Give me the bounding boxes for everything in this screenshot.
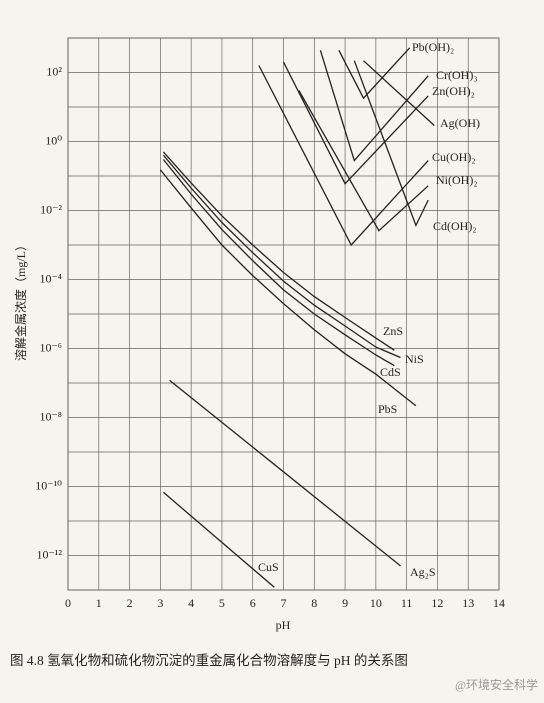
y-tick-label: 10⁻¹⁰ xyxy=(35,478,62,492)
series-label: Ni(OH)₂ xyxy=(436,173,478,187)
series-label: Ag(OH) xyxy=(440,116,480,130)
x-tick-label: 10 xyxy=(370,596,382,610)
x-tick-label: 5 xyxy=(219,596,225,610)
series-line xyxy=(162,154,401,359)
series-line xyxy=(363,60,435,126)
series-line xyxy=(162,159,395,367)
series-label: PbS xyxy=(378,402,397,416)
watermark: @环境安全科学 xyxy=(455,677,538,692)
series-line xyxy=(282,61,429,185)
series-label: NiS xyxy=(405,352,424,366)
series-line xyxy=(338,47,411,100)
y-tick-label: 10⁻¹² xyxy=(36,547,62,561)
series-label: Pb(OH)₂ xyxy=(412,40,454,54)
series-label: CuS xyxy=(258,560,279,574)
series-line xyxy=(298,90,429,232)
series-label: Cd(OH)₂ xyxy=(433,219,477,233)
caption: 图 4.8 氢氧化物和硫化物沉淀的重金属化合物溶解度与 pH 的关系图 xyxy=(10,653,408,668)
x-tick-label: 14 xyxy=(493,596,505,610)
x-tick-label: 2 xyxy=(127,596,133,610)
x-tick-label: 7 xyxy=(281,596,287,610)
x-tick-label: 1 xyxy=(96,596,102,610)
series-line xyxy=(162,491,275,588)
series-line xyxy=(353,60,429,228)
y-tick-label: 10⁻⁴ xyxy=(39,271,62,285)
series-label: ZnS xyxy=(383,324,403,338)
x-axis-label: pH xyxy=(276,618,291,632)
series-label: Cr(OH)₃ xyxy=(436,68,478,82)
x-tick-label: 8 xyxy=(311,596,317,610)
y-tick-label: 10⁻⁶ xyxy=(39,340,62,354)
x-tick-label: 3 xyxy=(157,596,163,610)
series-label: Cu(OH)₂ xyxy=(432,150,476,164)
series-label: Zn(OH)₂ xyxy=(432,84,475,98)
x-tick-label: 13 xyxy=(462,596,474,610)
x-tick-label: 11 xyxy=(401,596,413,610)
x-tick-label: 12 xyxy=(431,596,443,610)
y-tick-label: 10⁰ xyxy=(45,133,62,147)
series-line xyxy=(169,379,401,567)
series-label: Ag₂S xyxy=(410,565,436,579)
x-tick-label: 9 xyxy=(342,596,348,610)
x-tick-label: 4 xyxy=(188,596,194,610)
y-tick-label: 10⁻² xyxy=(40,202,62,216)
y-tick-label: 10² xyxy=(46,64,62,78)
y-tick-label: 10⁻⁸ xyxy=(39,409,62,423)
series-line xyxy=(258,65,429,247)
series-label: CdS xyxy=(380,365,401,379)
series-line xyxy=(319,50,429,162)
series-line xyxy=(162,151,395,351)
y-axis-label: 溶解金属浓度（mg/L） xyxy=(13,239,28,361)
series-line xyxy=(159,169,417,407)
x-tick-label: 0 xyxy=(65,596,71,610)
x-tick-label: 6 xyxy=(250,596,256,610)
